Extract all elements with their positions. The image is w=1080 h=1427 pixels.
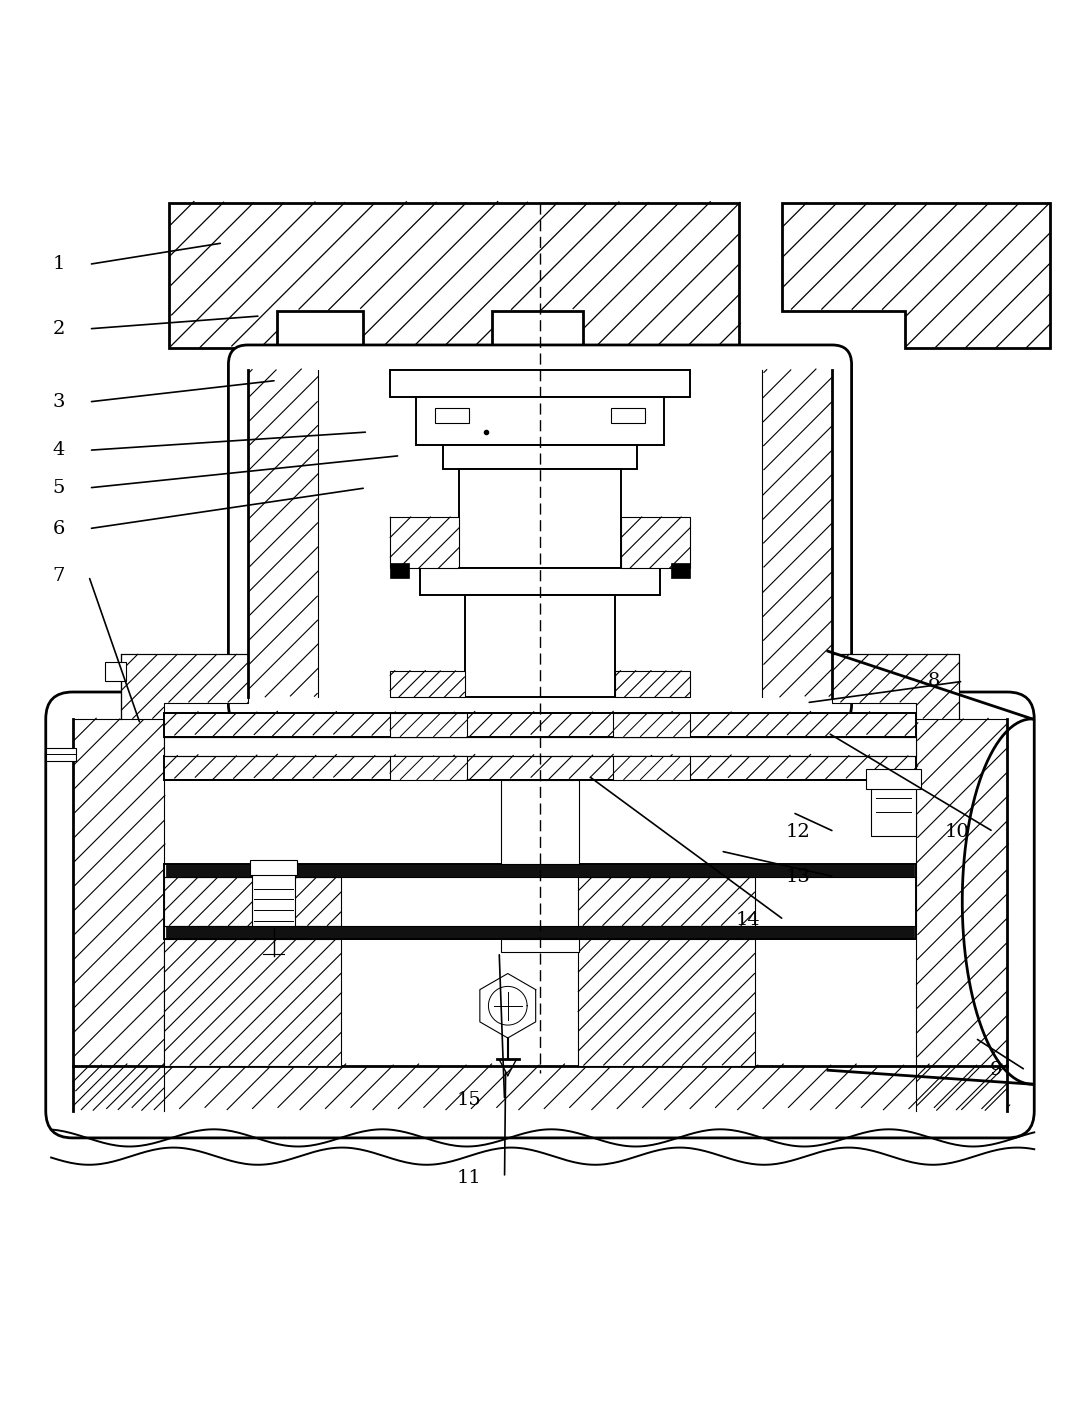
Bar xyxy=(164,738,916,756)
Text: 11: 11 xyxy=(456,1169,481,1187)
Bar xyxy=(611,408,645,424)
Bar xyxy=(105,662,126,681)
Bar xyxy=(390,564,409,578)
Polygon shape xyxy=(390,714,467,738)
Polygon shape xyxy=(616,671,690,698)
Polygon shape xyxy=(247,370,318,698)
Polygon shape xyxy=(762,370,833,698)
Bar xyxy=(417,397,663,445)
Text: 13: 13 xyxy=(786,868,811,886)
Text: 1: 1 xyxy=(53,255,65,274)
Polygon shape xyxy=(613,756,690,781)
Bar xyxy=(420,568,660,595)
Polygon shape xyxy=(390,671,464,698)
Bar xyxy=(249,859,297,875)
Polygon shape xyxy=(121,655,247,719)
Polygon shape xyxy=(613,714,690,738)
Bar xyxy=(166,926,914,939)
Polygon shape xyxy=(621,517,690,568)
Polygon shape xyxy=(164,876,341,926)
Bar xyxy=(45,748,76,761)
Polygon shape xyxy=(833,655,959,719)
Text: 12: 12 xyxy=(786,823,811,841)
Text: 3: 3 xyxy=(53,392,65,411)
Text: 14: 14 xyxy=(735,910,760,929)
Bar xyxy=(443,445,637,468)
Polygon shape xyxy=(390,517,459,568)
Text: 2: 2 xyxy=(53,320,65,338)
Text: 8: 8 xyxy=(928,672,940,691)
Polygon shape xyxy=(578,876,755,926)
Bar xyxy=(671,564,690,578)
Polygon shape xyxy=(164,756,916,781)
Polygon shape xyxy=(170,203,739,348)
Bar xyxy=(501,939,579,952)
Text: 9: 9 xyxy=(989,1062,1002,1079)
Polygon shape xyxy=(72,719,164,1112)
FancyBboxPatch shape xyxy=(45,692,1035,1137)
Text: 15: 15 xyxy=(456,1092,481,1109)
Bar xyxy=(459,468,621,568)
FancyBboxPatch shape xyxy=(228,345,852,725)
Text: 7: 7 xyxy=(53,567,65,585)
Bar xyxy=(464,595,616,698)
Bar xyxy=(501,781,579,863)
Bar xyxy=(252,863,295,926)
Bar xyxy=(870,781,916,836)
Polygon shape xyxy=(578,939,755,1066)
Text: 10: 10 xyxy=(945,823,970,841)
Polygon shape xyxy=(164,714,916,738)
Bar xyxy=(390,370,690,397)
Bar xyxy=(166,863,914,876)
Polygon shape xyxy=(916,719,1008,1112)
Bar xyxy=(435,408,469,424)
Text: 6: 6 xyxy=(53,519,65,538)
Text: 4: 4 xyxy=(53,441,65,459)
Polygon shape xyxy=(390,756,467,781)
Text: 5: 5 xyxy=(53,479,65,497)
Polygon shape xyxy=(782,203,1051,348)
Polygon shape xyxy=(72,1066,1008,1112)
Polygon shape xyxy=(164,939,341,1066)
Bar xyxy=(865,769,921,789)
